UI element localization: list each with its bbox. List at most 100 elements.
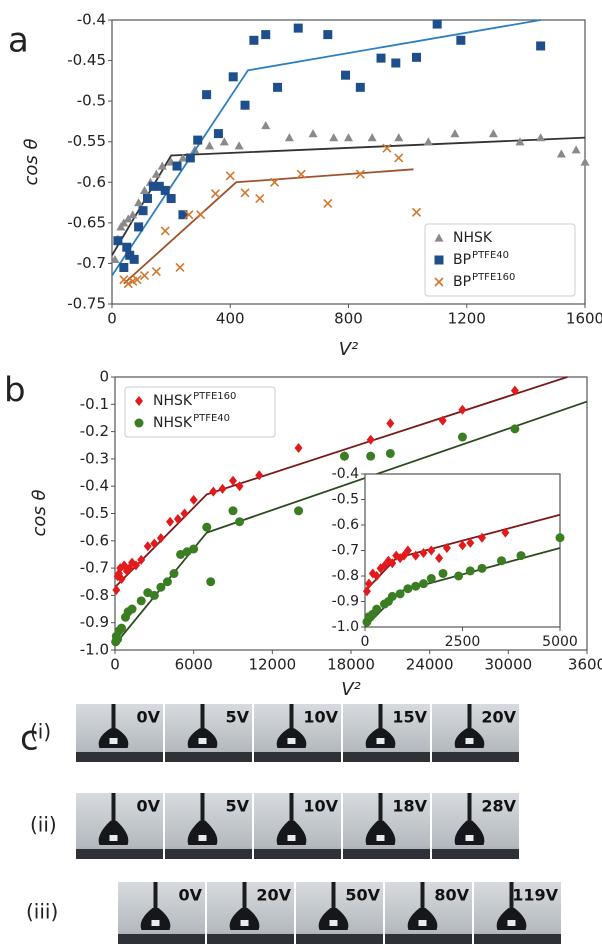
droplet [98, 820, 129, 845]
needle [200, 793, 205, 823]
marker [180, 508, 189, 519]
marker [536, 133, 546, 142]
marker [240, 100, 250, 110]
y-tick-label: -0.7 [80, 559, 109, 577]
marker [536, 41, 546, 51]
marker [193, 135, 203, 145]
x-tick-label: 2500 [445, 634, 481, 650]
fit-line [123, 168, 414, 285]
marker [438, 415, 447, 426]
marker [117, 574, 126, 585]
needle [242, 882, 247, 910]
marker [112, 584, 121, 595]
legend-label: NHSK [153, 393, 193, 409]
marker [228, 72, 238, 82]
droplet-highlight [151, 920, 160, 926]
marker [156, 582, 166, 592]
marker [228, 506, 238, 516]
marker [110, 254, 120, 263]
marker [403, 584, 413, 594]
x-axis-label: V² [339, 339, 359, 360]
fit-line [114, 400, 588, 646]
droplet [140, 908, 171, 930]
marker [178, 210, 188, 220]
legend-marker [135, 396, 143, 406]
legend-label-sup: PTFE160 [472, 272, 515, 283]
marker [151, 169, 161, 178]
marker [149, 590, 159, 600]
marker [127, 604, 137, 614]
marker [367, 133, 377, 142]
marker [450, 129, 460, 138]
marker [580, 157, 590, 166]
panel-label: a [8, 21, 29, 61]
x-tick-label: 400 [216, 310, 245, 328]
marker [160, 185, 170, 195]
marker [205, 141, 215, 150]
droplet-highlight [287, 738, 296, 744]
marker [382, 143, 392, 153]
plot-area [364, 473, 561, 628]
marker [571, 145, 581, 154]
y-tick-label: -0.4 [77, 11, 106, 29]
marker [273, 82, 283, 92]
marker [488, 129, 498, 138]
marker [329, 133, 339, 142]
legend-label: NHSK [153, 415, 193, 431]
marker [184, 210, 194, 220]
marker [119, 218, 129, 227]
y-tick-label: 0 [99, 368, 109, 386]
marker [376, 53, 386, 63]
marker [426, 574, 436, 584]
marker [123, 279, 133, 289]
y-tick-label: -0.45 [67, 51, 106, 69]
marker [388, 558, 397, 569]
row-label: (iii) [26, 900, 58, 924]
marker [296, 169, 306, 179]
marker [189, 494, 198, 505]
substrate [254, 849, 341, 859]
marker [395, 589, 405, 599]
marker [344, 133, 353, 142]
marker [394, 153, 404, 163]
legend-label-sup: PTFE160 [193, 391, 236, 402]
marker [510, 424, 520, 434]
needle [467, 704, 472, 731]
substrate [385, 934, 472, 944]
voltage-label: 10V [303, 797, 338, 816]
marker [166, 516, 175, 527]
y-tick-label: -0.8 [332, 568, 359, 584]
marker [235, 481, 244, 492]
marker [466, 537, 475, 548]
legend-marker [434, 233, 444, 242]
droplet [276, 820, 307, 845]
marker [185, 153, 195, 163]
voltage-label: 0V [136, 708, 160, 727]
substrate [296, 934, 383, 944]
x-tick-label: 24000 [406, 656, 454, 674]
marker [139, 271, 150, 281]
y-tick-label: -0.9 [80, 613, 109, 631]
y-tick-label: -0.4 [332, 466, 359, 482]
x-tick-label: 0 [110, 656, 120, 674]
x-tick-label: 1600 [566, 310, 602, 328]
marker [501, 527, 510, 538]
marker [270, 177, 280, 187]
y-tick-label: -0.6 [77, 173, 106, 191]
marker [255, 470, 264, 481]
x-tick-label: 0 [107, 310, 117, 328]
marker [510, 385, 519, 396]
marker [117, 623, 127, 633]
marker [427, 545, 436, 556]
needle [467, 793, 472, 823]
droplet-highlight [329, 920, 338, 926]
marker [411, 581, 421, 591]
marker [555, 533, 565, 543]
droplet-highlight [376, 835, 385, 841]
marker [175, 262, 185, 273]
droplet-highlight [198, 738, 207, 744]
substrate [343, 849, 430, 859]
marker [372, 571, 381, 581]
substrate [76, 752, 163, 762]
